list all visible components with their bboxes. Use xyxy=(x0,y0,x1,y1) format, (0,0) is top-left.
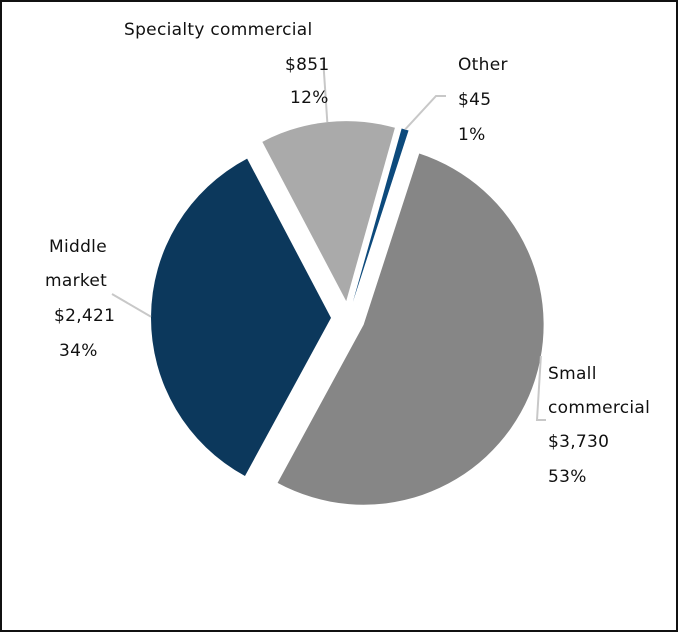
label-specialty-commercial-percent: 12% xyxy=(290,88,329,108)
label-middle-market-value: $2,421 xyxy=(54,306,115,326)
label-specialty-commercial-value: $851 xyxy=(285,55,329,75)
pie-slice-specialty-commercial xyxy=(262,121,395,302)
label-small-commercial-value: $3,730 xyxy=(548,432,609,452)
label-small-commercial-percent: 53% xyxy=(548,467,587,487)
label-middle-market-name-line2: market xyxy=(45,271,107,291)
leader-line-specialty-commercial xyxy=(322,61,329,123)
label-small-commercial-name-line2: commercial xyxy=(548,398,650,418)
leader-line-other xyxy=(404,95,446,131)
label-small-commercial-name-line1: Small xyxy=(548,364,597,384)
label-other-percent: 1% xyxy=(458,125,486,145)
label-middle-market-percent: 34% xyxy=(59,341,98,361)
pie-slice-middle-market xyxy=(151,158,331,476)
leader-line-middle-market xyxy=(111,293,152,318)
label-specialty-commercial-name: Specialty commercial xyxy=(124,20,313,40)
label-other-name: Other xyxy=(458,55,508,75)
pie-slice-small-commercial xyxy=(277,153,544,505)
label-middle-market-name-line1: Middle xyxy=(49,237,107,257)
label-other-value: $45 xyxy=(458,90,491,110)
pie-slice-other xyxy=(352,128,409,302)
leader-line-small-commercial xyxy=(535,355,546,421)
